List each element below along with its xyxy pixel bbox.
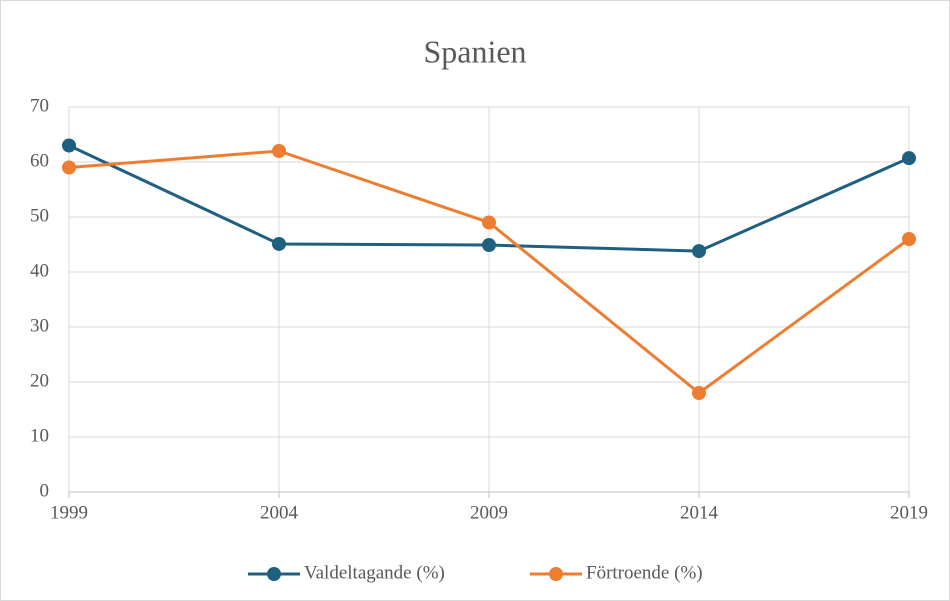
x-tick-label: 1999 xyxy=(50,502,88,523)
y-tick-label: 60 xyxy=(30,150,49,171)
y-tick-label: 40 xyxy=(30,260,49,281)
x-tick-label: 2004 xyxy=(260,502,299,523)
y-tick-label: 70 xyxy=(30,95,49,116)
y-tick-label: 50 xyxy=(30,205,49,226)
chart-title: Spanien xyxy=(423,33,526,69)
data-point xyxy=(692,244,706,259)
y-tick-label: 0 xyxy=(40,480,50,501)
data-point xyxy=(482,215,496,230)
data-point xyxy=(482,238,496,253)
x-tick-label: 2009 xyxy=(470,502,508,523)
legend-marker xyxy=(549,567,563,581)
legend-marker xyxy=(267,567,281,581)
y-tick-label: 10 xyxy=(30,425,49,446)
x-tick-label: 2014 xyxy=(680,502,719,523)
data-point xyxy=(902,232,916,246)
legend-label: Förtroende (%) xyxy=(586,562,703,583)
data-point xyxy=(62,138,76,153)
data-point xyxy=(692,386,706,400)
x-tick-label: 2019 xyxy=(890,502,928,523)
data-point xyxy=(902,151,916,166)
y-tick-label: 30 xyxy=(30,315,49,336)
data-point xyxy=(272,144,286,158)
data-point xyxy=(272,236,286,251)
legend-label: Valdeltagande (%) xyxy=(304,562,445,583)
data-point xyxy=(62,160,76,175)
y-tick-label: 20 xyxy=(30,370,49,391)
